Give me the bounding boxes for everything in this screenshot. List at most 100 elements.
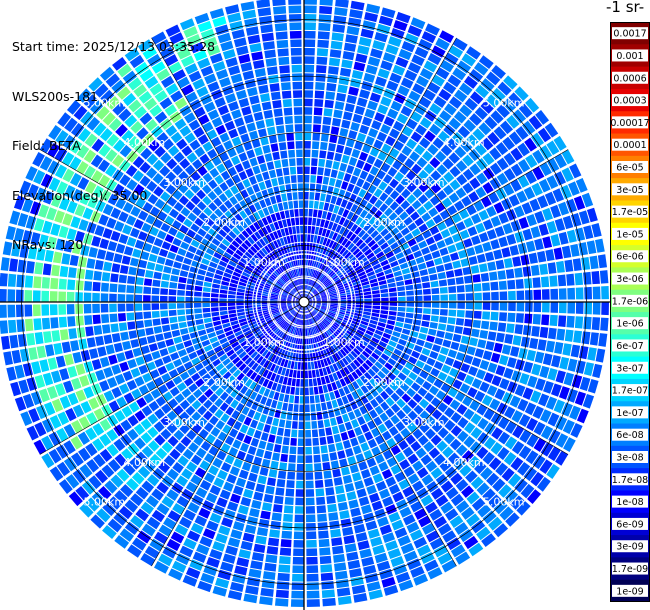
ppi-cell — [496, 172, 509, 186]
ppi-cell — [182, 448, 194, 460]
ppi-cell — [361, 232, 370, 241]
ppi-cell — [27, 183, 39, 199]
ppi-cell — [66, 200, 78, 214]
ppi-cell — [273, 108, 283, 117]
ppi-cell — [290, 326, 295, 334]
ppi-cell — [496, 104, 510, 119]
ppi-cell — [340, 323, 349, 330]
ppi-cell — [336, 370, 343, 380]
ppi-cell — [331, 425, 340, 435]
ppi-cell — [188, 326, 197, 333]
ppi-cell — [480, 467, 493, 481]
ppi-cell — [462, 327, 472, 336]
ppi-cell — [380, 123, 391, 135]
ppi-cell — [281, 193, 287, 202]
ppi-cell — [142, 242, 153, 252]
ppi-cell — [321, 581, 335, 590]
ppi-cell — [191, 400, 202, 410]
ppi-cell — [378, 318, 387, 324]
ppi-cell — [195, 249, 205, 257]
ppi-cell — [546, 140, 560, 156]
ppi-cell — [340, 518, 352, 528]
ppi-cell — [432, 214, 443, 225]
ppi-cell — [267, 243, 274, 252]
ppi-cell — [250, 233, 259, 242]
ppi-cell — [112, 56, 127, 71]
ppi-cell — [275, 589, 289, 599]
ppi-cell — [226, 473, 237, 484]
ppi-cell — [265, 416, 274, 425]
ppi-cell — [309, 183, 316, 192]
ppi-cell — [355, 345, 364, 353]
ppi-cell — [306, 522, 316, 531]
ppi-cell — [300, 328, 303, 336]
ppi-cell — [487, 494, 502, 508]
ppi-cell — [101, 464, 115, 478]
ppi-cell — [402, 404, 412, 415]
ppi-cell — [197, 57, 211, 69]
ppi-cell — [363, 333, 372, 340]
ppi-cell — [238, 281, 247, 287]
ppi-cell — [145, 327, 154, 336]
ppi-cell — [272, 417, 280, 427]
ppi-cell — [403, 273, 412, 280]
ppi-cell — [43, 401, 56, 416]
ppi-cell — [328, 512, 339, 521]
ppi-cell — [365, 64, 378, 75]
ppi-cell — [0, 288, 7, 302]
ppi-cell — [293, 404, 299, 412]
ppi-cell — [59, 265, 69, 278]
ppi-cell — [482, 311, 491, 320]
ppi-cell — [143, 311, 152, 319]
ppi-cell — [273, 285, 281, 291]
ppi-cell — [208, 368, 218, 377]
ppi-cell — [331, 399, 339, 409]
ppi-cell — [249, 42, 262, 53]
ppi-cell — [185, 567, 201, 579]
ppi-cell — [243, 435, 253, 445]
ppi-cell — [180, 207, 191, 217]
ppi-cell — [346, 291, 355, 295]
ppi-cell — [279, 246, 285, 255]
colorbar-tick-label: 6e-06 — [616, 252, 643, 263]
ppi-cell — [411, 271, 420, 278]
ppi-cell — [192, 159, 203, 170]
ppi-cell — [225, 93, 237, 104]
ppi-cell — [329, 364, 336, 373]
ppi-cell — [437, 523, 452, 536]
ppi-cell — [273, 221, 280, 230]
ppi-cell — [251, 552, 265, 562]
ppi-cell — [347, 269, 356, 276]
ppi-cell — [264, 562, 277, 572]
ppi-cell — [359, 124, 370, 135]
ppi-cell — [234, 330, 243, 337]
ppi-cell — [414, 46, 429, 59]
ppi-cell — [312, 124, 321, 133]
ppi-cell — [485, 251, 495, 262]
ppi-cell — [271, 291, 279, 296]
ppi-cell — [186, 152, 198, 163]
ppi-cell — [130, 367, 141, 378]
ppi-cell — [401, 393, 412, 403]
ppi-cell — [327, 337, 334, 345]
ppi-cell — [220, 381, 230, 391]
ppi-cell — [296, 157, 303, 166]
ppi-cell — [338, 359, 346, 368]
ppi-cell — [215, 69, 229, 80]
ppi-cell — [164, 104, 178, 117]
ppi-cell — [244, 17, 258, 28]
ppi-cell — [340, 274, 348, 280]
ppi-cell — [125, 164, 138, 177]
ppi-cell — [99, 380, 110, 392]
ppi-cell — [124, 114, 138, 128]
ppi-cell — [225, 385, 235, 395]
ppi-cell — [448, 45, 464, 59]
ppi-cell — [153, 218, 163, 229]
ppi-cell — [193, 302, 202, 308]
ppi-cell — [266, 66, 278, 76]
ppi-cell — [333, 264, 340, 272]
ppi-cell — [283, 254, 289, 263]
ppi-cell — [315, 343, 320, 351]
ppi-cell — [274, 337, 281, 345]
ppi-cell — [509, 395, 521, 408]
